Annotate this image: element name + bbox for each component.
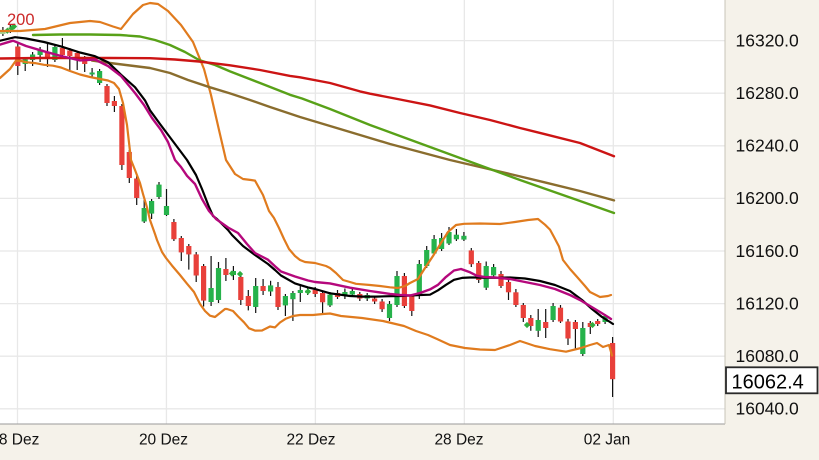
svg-text:28 Dez: 28 Dez	[434, 432, 483, 449]
svg-text:18 Dez: 18 Dez	[0, 432, 39, 449]
svg-text:16160.0: 16160.0	[736, 241, 800, 261]
svg-text:200: 200	[7, 11, 35, 29]
svg-text:16040.0: 16040.0	[736, 399, 800, 419]
svg-text:16320.0: 16320.0	[736, 30, 800, 50]
svg-text:16120.0: 16120.0	[736, 293, 800, 313]
svg-text:16062.4: 16062.4	[732, 372, 804, 394]
svg-text:20 Dez: 20 Dez	[139, 432, 188, 449]
svg-text:02 Jan: 02 Jan	[584, 432, 631, 449]
svg-text:16240.0: 16240.0	[736, 136, 800, 156]
svg-text:22 Dez: 22 Dez	[286, 432, 335, 449]
svg-text:16200.0: 16200.0	[736, 188, 800, 208]
svg-text:16280.0: 16280.0	[736, 83, 800, 103]
svg-text:16080.0: 16080.0	[736, 346, 800, 366]
